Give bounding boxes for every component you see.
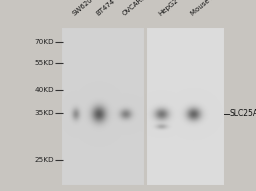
Text: BT474: BT474: [95, 0, 116, 17]
Text: 25KD: 25KD: [34, 157, 54, 163]
Text: SLC25A4: SLC25A4: [229, 109, 256, 118]
Text: Mouse brain: Mouse brain: [189, 0, 226, 17]
Text: 35KD: 35KD: [34, 110, 54, 116]
Text: HepG2: HepG2: [157, 0, 179, 17]
Text: 40KD: 40KD: [34, 87, 54, 93]
Text: OVCAR3: OVCAR3: [122, 0, 147, 17]
Text: 55KD: 55KD: [34, 60, 54, 66]
Text: SW620: SW620: [72, 0, 94, 17]
Text: 70KD: 70KD: [34, 39, 54, 45]
